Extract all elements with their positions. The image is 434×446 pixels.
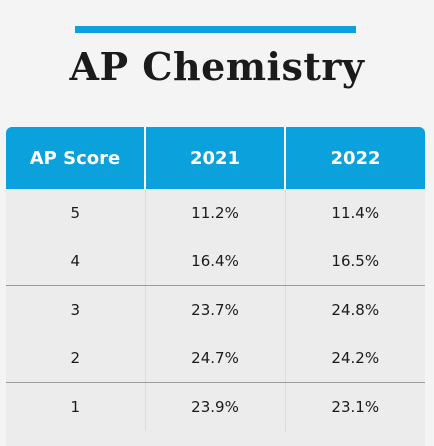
percent-2022-cell: 24.8% [284, 285, 425, 334]
table-row: 5 11.2% 11.4% [6, 189, 425, 237]
percent-2021-cell: 23.7% [144, 285, 285, 334]
table-row: 1 23.9% 23.1% [6, 382, 425, 431]
percent-2021-cell: 24.7% [144, 334, 285, 383]
score-distribution-table: AP Score 2021 2022 5 11.2% 11.4% 4 16.4%… [6, 127, 425, 431]
percent-2021-cell: 11.2% [144, 189, 285, 237]
score-cell: 1 [70, 398, 81, 416]
percent-2022-cell: 23.1% [284, 382, 425, 431]
title-accent-bar [75, 26, 356, 33]
score-cell: 4 [6, 237, 145, 286]
percent-2022-cell: 16.5% [284, 237, 425, 286]
table-row: 4 16.4% 16.5% [6, 237, 425, 286]
column-header-2021: 2021 [144, 127, 285, 189]
score-table-container: AP Score 2021 2022 5 11.2% 11.4% 4 16.4%… [6, 127, 425, 446]
percent-2022-cell: 24.2% [284, 334, 425, 383]
table-row: 2 24.7% 24.2% [6, 334, 425, 383]
column-header-2022: 2022 [284, 127, 425, 189]
percent-2021-cell: 16.4% [144, 237, 285, 286]
column-header-ap-score: AP Score [6, 127, 145, 189]
page-title: AP Chemistry [69, 44, 365, 89]
percent-2022-cell: 11.4% [284, 189, 425, 237]
score-cell: 3 [70, 301, 81, 319]
table-header-row: AP Score 2021 2022 [6, 127, 425, 189]
score-cell: 2 [6, 334, 145, 383]
table-row: 3 23.7% 24.8% [6, 285, 425, 334]
percent-2021-cell: 23.9% [144, 382, 285, 431]
score-cell: 5 [70, 204, 81, 222]
